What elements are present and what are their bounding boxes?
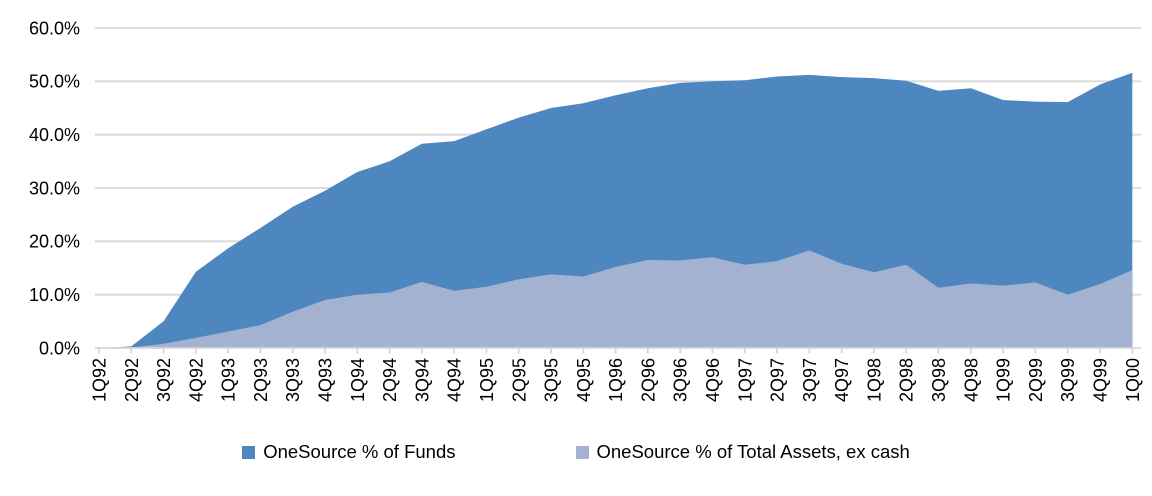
x-tick-label: 1Q95 bbox=[477, 358, 497, 402]
x-tick-label: 1Q98 bbox=[864, 358, 884, 402]
assets-area bbox=[99, 250, 1133, 348]
area-series bbox=[99, 72, 1133, 349]
x-tick-label: 2Q92 bbox=[122, 358, 142, 402]
x-tick-label: 1Q96 bbox=[606, 358, 626, 402]
x-tick-label: 2Q99 bbox=[1026, 358, 1046, 402]
x-tick-label: 3Q94 bbox=[412, 358, 432, 402]
x-tick-label: 1Q93 bbox=[219, 358, 239, 402]
x-tick-label: 2Q96 bbox=[638, 358, 658, 402]
x-tick-label: 1Q92 bbox=[90, 358, 110, 402]
funds-series-swatch bbox=[242, 445, 256, 459]
x-tick-label: 4Q93 bbox=[316, 358, 336, 402]
y-tick-label: 60.0% bbox=[29, 18, 80, 38]
x-tick-label: 3Q98 bbox=[929, 358, 949, 402]
x-tick-label: 2Q98 bbox=[897, 358, 917, 402]
x-tick-label: 1Q00 bbox=[1123, 358, 1143, 402]
legend: OneSource % of Funds OneSource % of Tota… bbox=[0, 438, 1152, 466]
y-tick-label: 40.0% bbox=[29, 125, 80, 145]
assets-series-swatch bbox=[575, 445, 589, 459]
x-tick-label: 1Q97 bbox=[735, 358, 755, 402]
y-axis-labels: 0.0% 10.0% 20.0% 30.0% 40.0% 50.0% 60.0% bbox=[29, 18, 80, 358]
x-tick-label: 3Q95 bbox=[542, 358, 562, 402]
funds-series-label: OneSource % of Funds bbox=[263, 441, 456, 462]
legend-entry-assets: OneSource % of Total Assets, ex cash bbox=[575, 441, 910, 463]
x-tick-label: 3Q99 bbox=[1058, 358, 1078, 402]
x-tick-label: 2Q93 bbox=[251, 358, 271, 402]
y-tick-label: 10.0% bbox=[29, 285, 80, 305]
x-tick-label: 3Q93 bbox=[283, 358, 303, 402]
x-tick-label: 4Q92 bbox=[186, 358, 206, 402]
x-tick-label: 3Q97 bbox=[800, 358, 820, 402]
x-tick-label: 4Q97 bbox=[832, 358, 852, 402]
x-tick-label: 4Q96 bbox=[703, 358, 723, 402]
y-tick-label: 50.0% bbox=[29, 72, 80, 92]
x-tick-label: 3Q96 bbox=[671, 358, 691, 402]
x-tick-label: 1Q99 bbox=[994, 358, 1014, 402]
assets-series-label: OneSource % of Total Assets, ex cash bbox=[596, 441, 910, 462]
x-tick-label: 4Q99 bbox=[1090, 358, 1110, 402]
x-tick-label: 4Q94 bbox=[445, 358, 465, 402]
x-tick-label: 2Q97 bbox=[768, 358, 788, 402]
x-axis-labels: 1Q92 2Q92 3Q92 4Q92 1Q93 2Q93 3Q93 4Q93 1Q94 2Q94… bbox=[90, 358, 1143, 402]
y-tick-label: 0.0% bbox=[39, 338, 80, 358]
x-tick-label: 2Q95 bbox=[509, 358, 529, 402]
y-tick-label: 30.0% bbox=[29, 178, 80, 198]
x-tick-label: 1Q94 bbox=[348, 358, 368, 402]
y-tick-label: 20.0% bbox=[29, 232, 80, 252]
x-tick-label: 4Q98 bbox=[961, 358, 981, 402]
x-axis bbox=[95, 347, 1141, 354]
x-tick-label: 4Q95 bbox=[574, 358, 594, 402]
x-tick-label: 3Q92 bbox=[154, 358, 174, 402]
legend-entry-funds: OneSource % of Funds bbox=[242, 441, 456, 463]
plot-canvas: 0.0% 10.0% 20.0% 30.0% 40.0% 50.0% 60.0% 1Q92 2… bbox=[29, 18, 1143, 402]
x-tick-label: 2Q94 bbox=[380, 358, 400, 402]
